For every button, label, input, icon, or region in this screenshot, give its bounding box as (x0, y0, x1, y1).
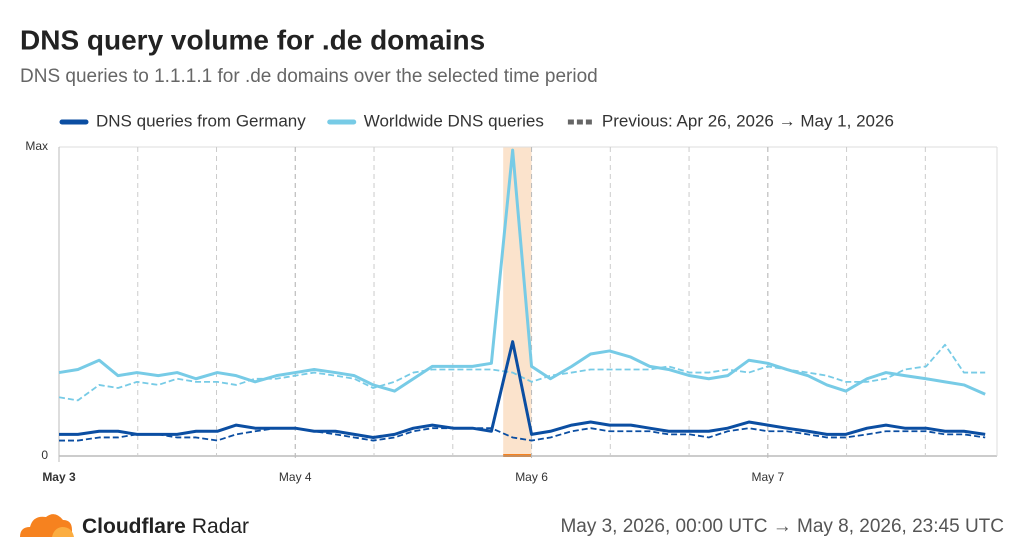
logo (20, 514, 74, 537)
y-tick-label: 0 (41, 448, 48, 462)
product-name: Radar (192, 515, 249, 538)
brand-name: Cloudflare (82, 515, 186, 538)
previous-line (59, 427, 986, 442)
legend-label: DNS queries from Germany (96, 111, 306, 130)
chart-title: DNS query volume for .de domains (20, 24, 485, 55)
brand: Cloudflare Radar (82, 515, 249, 538)
y-tick-label: Max (25, 139, 48, 153)
time-period: May 3, 2026, 00:00 UTC → May 8, 2026, 23… (560, 516, 1004, 537)
legend-label: Previous: Apr 26, 2026 → May 1, 2026 (602, 111, 894, 130)
series-line (58, 148, 986, 396)
legend-label: Worldwide DNS queries (364, 111, 544, 130)
series-line (59, 340, 986, 439)
previous-line (58, 343, 986, 402)
x-tick-label: May 7 (751, 470, 784, 484)
chart-subtitle: DNS queries to 1.1.1.1 for .de domains o… (20, 66, 598, 87)
x-tick-label: May 4 (279, 470, 312, 484)
x-tick-label: May 3 (42, 470, 76, 484)
x-tick-label: May 6 (515, 470, 548, 484)
